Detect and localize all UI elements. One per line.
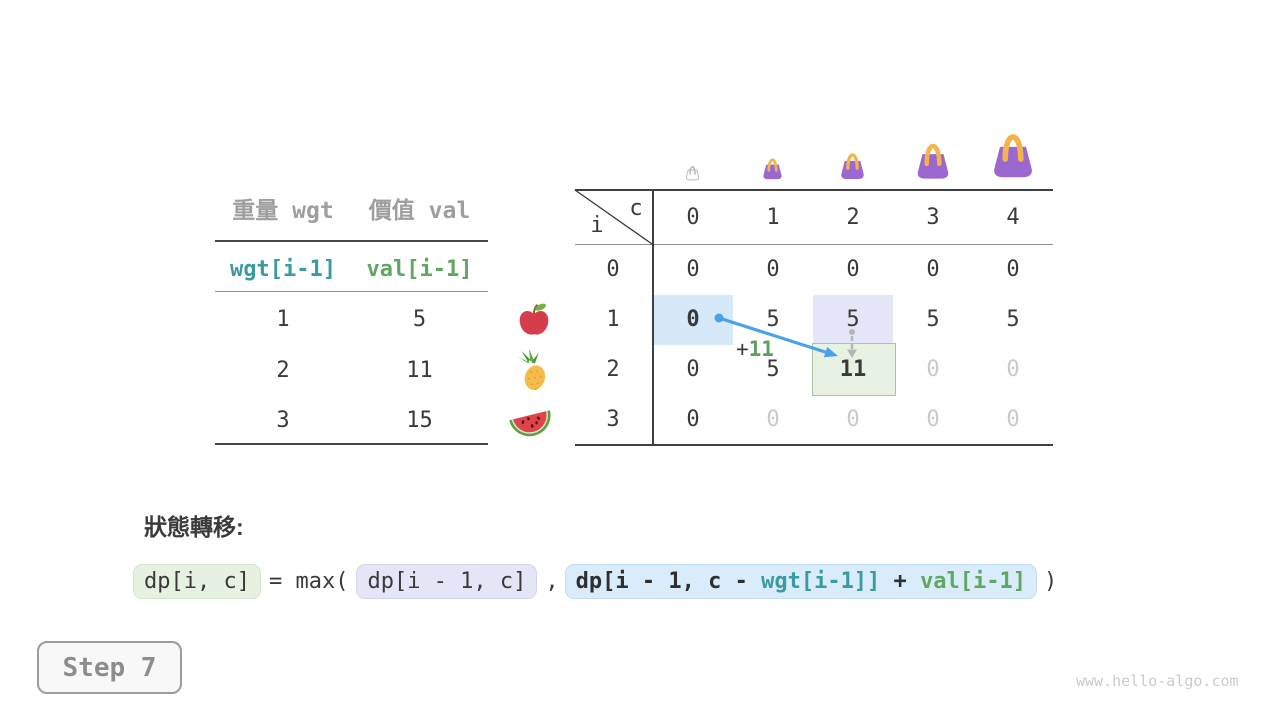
row-header-1: 1 xyxy=(606,307,620,332)
dp-table-top-rule xyxy=(575,189,1053,191)
plus-sign: + xyxy=(736,337,749,361)
dp-cell-1-4: 5 xyxy=(1006,307,1020,332)
item-row-1-value: 5 xyxy=(412,307,427,332)
formula-arg2-pill: dp[i - 1, c - wgt[i-1]] + val[i-1] xyxy=(564,563,1038,599)
apple-icon xyxy=(519,303,549,335)
pineapple-icon xyxy=(517,349,546,391)
col-header-3: 3 xyxy=(926,205,940,230)
dp-cell-1-2: 5 xyxy=(846,307,860,332)
dp-cell-3-4: 0 xyxy=(1006,407,1020,432)
formula-lhs-pill: dp[i, c] xyxy=(133,563,261,599)
formula-comma: , xyxy=(545,568,559,594)
dp-table-header-rule xyxy=(575,244,1053,245)
item-row-2-weight: 2 xyxy=(276,358,290,383)
dp-cell-3-3: 0 xyxy=(926,407,940,432)
dp-cell-2-1: 5 xyxy=(766,357,780,382)
dp-cell-1-1: 5 xyxy=(766,307,780,332)
col-header-4: 4 xyxy=(1006,205,1020,230)
item-table-value-header: 價值 val xyxy=(368,198,471,224)
transition-value-label: +11 xyxy=(736,337,774,361)
dp-cell-0-1: 0 xyxy=(766,257,780,282)
row-axis-label: i xyxy=(590,213,604,238)
item-row-3-weight: 3 xyxy=(276,408,290,433)
dp-cell-0-2: 0 xyxy=(846,257,860,282)
bag-medium-icon xyxy=(841,153,864,179)
state-transition-label: 狀態轉移: xyxy=(144,514,244,540)
step-badge: Step 7 xyxy=(37,641,182,694)
bag-large-icon xyxy=(917,143,949,179)
item-row-2-value: 11 xyxy=(406,358,433,383)
item-row-1-weight: 1 xyxy=(276,307,290,332)
formula-arg2-wgt: wgt[i-1]] xyxy=(761,568,881,594)
formula-eq-max: = max( xyxy=(268,568,349,594)
dp-cell-1-0: 0 xyxy=(686,307,700,332)
dp-cell-0-3: 0 xyxy=(926,257,940,282)
dp-cell-2-4: 0 xyxy=(1006,357,1020,382)
formula-arg2-plus: + xyxy=(880,568,921,594)
item-table-weight-header: 重量 wgt xyxy=(232,198,334,224)
item-table-top-rule xyxy=(215,240,488,242)
col-header-2: 2 xyxy=(846,205,860,230)
dp-cell-2-2: 11 xyxy=(839,357,867,382)
formula-arg1-pill: dp[i - 1, c] xyxy=(356,563,538,599)
dp-cell-0-4: 0 xyxy=(1006,257,1020,282)
item-table-weight-subheader: wgt[i-1] xyxy=(230,257,336,282)
dp-cell-3-2: 0 xyxy=(846,407,860,432)
dp-cell-3-1: 0 xyxy=(766,407,780,432)
dp-cell-3-0: 0 xyxy=(686,407,700,432)
bag-small-icon xyxy=(763,158,782,180)
added-value: 11 xyxy=(748,337,774,361)
row-header-3: 3 xyxy=(606,407,620,432)
row-header-2: 2 xyxy=(606,357,620,382)
item-table-mid-rule xyxy=(215,291,488,292)
col-header-0: 0 xyxy=(686,205,700,230)
dp-table-vertical-rule xyxy=(652,189,654,446)
col-header-1: 1 xyxy=(766,205,780,230)
formula-arg2-val: val[i-1] xyxy=(920,568,1027,594)
item-row-3-value: 15 xyxy=(406,408,433,433)
dp-cell-1-3: 5 xyxy=(926,307,940,332)
formula-arg2-prefix: dp[i - 1, c - xyxy=(575,568,762,594)
state-transition-formula: dp[i, c] = max( dp[i - 1, c] , dp[i - 1,… xyxy=(133,561,1057,601)
item-table-bottom-rule xyxy=(215,443,488,445)
dp-cell-0-0: 0 xyxy=(686,257,700,282)
dp-cell-2-0: 0 xyxy=(686,357,700,382)
col-axis-label: c xyxy=(629,196,643,221)
bag-xlarge-icon xyxy=(994,134,1032,178)
watermelon-icon xyxy=(509,410,551,437)
dp-table-bottom-rule xyxy=(575,444,1053,446)
dp-cell-2-3: 0 xyxy=(926,357,940,382)
bag-outline-icon xyxy=(685,166,700,181)
row-header-0: 0 xyxy=(606,257,620,282)
watermark: www.hello-algo.com xyxy=(1076,672,1239,690)
formula-close-paren: ) xyxy=(1044,568,1058,594)
item-table-value-subheader: val[i-1] xyxy=(366,257,473,282)
